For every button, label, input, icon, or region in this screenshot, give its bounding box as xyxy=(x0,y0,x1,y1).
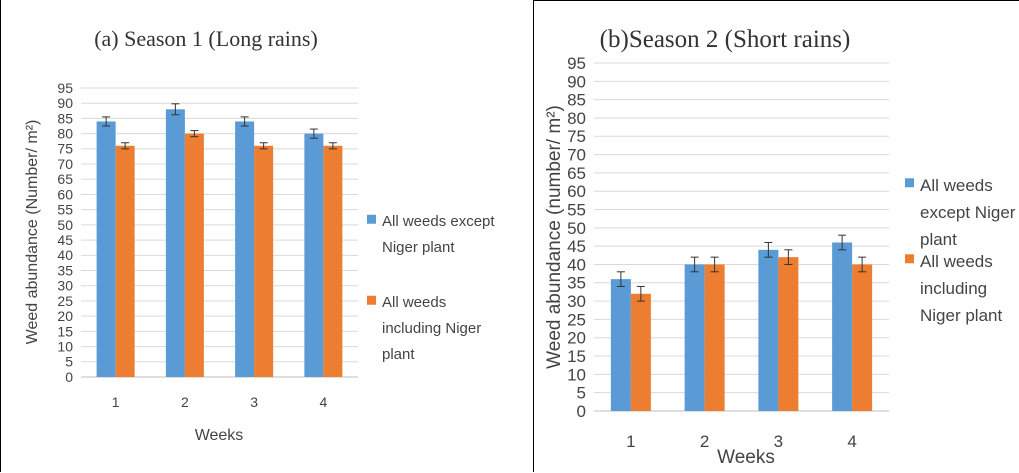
y-axis-label: Weed abundance (number/ m²) xyxy=(544,105,565,369)
y-tick-label: 0 xyxy=(65,369,73,385)
y-tick-label: 45 xyxy=(57,232,73,248)
bar xyxy=(852,264,873,411)
bar xyxy=(304,133,324,377)
legend-entry-text: including Niger xyxy=(382,320,481,337)
y-tick-label: 40 xyxy=(57,247,73,263)
bar xyxy=(610,279,631,411)
y-tick-label: 35 xyxy=(567,274,586,293)
x-tick-label: 4 xyxy=(847,432,856,451)
bar xyxy=(778,257,799,411)
chart-panel-season-2: (b)Season 2 (Short rains) Weed abundance… xyxy=(533,0,1019,472)
x-tick-label: 1 xyxy=(112,394,120,410)
y-tick-label: 40 xyxy=(567,255,586,274)
y-tick-label: 75 xyxy=(567,127,586,146)
y-tick-label: 0 xyxy=(577,402,586,421)
y-tick-label: 10 xyxy=(57,338,73,354)
y-tick-label: 85 xyxy=(57,110,73,126)
y-tick-label: 15 xyxy=(57,323,73,339)
y-tick-label: 25 xyxy=(57,293,73,309)
y-tick-label: 60 xyxy=(57,186,73,202)
y-tick-label: 55 xyxy=(567,200,586,219)
legend-entry-text: Niger plant xyxy=(382,239,455,256)
y-tick-label: 55 xyxy=(57,202,73,218)
y-tick-label: 80 xyxy=(567,109,586,128)
bar xyxy=(96,121,116,377)
x-axis-label: Weeks xyxy=(717,447,775,468)
chart-season-2: (b)Season 2 (Short rains) Weed abundance… xyxy=(544,26,1016,468)
legend-entry-text: All weeds xyxy=(382,294,446,311)
legend-entry-text: plant xyxy=(382,346,415,363)
bar xyxy=(832,242,853,411)
legend-entry-text: All weeds except xyxy=(382,213,495,230)
bar xyxy=(254,145,274,377)
y-tick-label: 90 xyxy=(567,72,586,91)
y-tick-label: 50 xyxy=(57,217,73,233)
x-tick-label: 4 xyxy=(319,394,327,410)
y-tick-label: 25 xyxy=(567,310,586,329)
legend-entry-text: All weeds xyxy=(920,252,993,271)
y-tick-label: 60 xyxy=(567,182,586,201)
y-tick-label: 5 xyxy=(65,354,73,370)
chart-panel-season-1: (a) Season 1 (Long rains) Weed abundance… xyxy=(0,0,496,472)
legend-entry-text: plant xyxy=(920,230,957,249)
y-tick-label: 70 xyxy=(567,146,586,165)
x-tick-label: 1 xyxy=(626,432,635,451)
legend-entry-text: All weeds xyxy=(920,176,993,195)
y-tick-label: 70 xyxy=(57,156,73,172)
bar xyxy=(758,249,779,411)
y-tick-label: 20 xyxy=(57,308,73,324)
y-tick-label: 30 xyxy=(567,292,586,311)
y-tick-label: 85 xyxy=(567,91,586,110)
x-tick-label: 2 xyxy=(181,394,189,410)
y-tick-label: 30 xyxy=(57,278,73,294)
x-tick-label: 2 xyxy=(700,432,709,451)
bar xyxy=(184,133,204,377)
y-tick-label: 95 xyxy=(57,80,73,96)
x-axis-label: Weeks xyxy=(195,427,244,444)
y-tick-label: 80 xyxy=(57,126,73,142)
y-tick-label: 50 xyxy=(567,219,586,238)
chart-title: (b)Season 2 (Short rains) xyxy=(600,26,851,53)
bar xyxy=(323,145,343,377)
legend-entry-text: Niger plant xyxy=(920,306,1002,325)
y-axis-label: Weed abundance (Number/ m²) xyxy=(24,120,41,345)
x-tick-label: 3 xyxy=(774,432,783,451)
y-tick-label: 45 xyxy=(567,237,586,256)
bar xyxy=(630,293,651,411)
y-tick-label: 75 xyxy=(57,141,73,157)
bar xyxy=(704,264,725,411)
x-tick-label: 3 xyxy=(250,394,258,410)
y-tick-label: 90 xyxy=(57,95,73,111)
y-tick-label: 65 xyxy=(57,171,73,187)
y-tick-label: 20 xyxy=(567,329,586,348)
legend-swatch xyxy=(367,295,376,305)
y-tick-label: 15 xyxy=(567,347,586,366)
y-tick-label: 95 xyxy=(567,54,586,73)
bar xyxy=(684,264,705,411)
y-tick-label: 35 xyxy=(57,262,73,278)
y-tick-label: 5 xyxy=(577,384,586,403)
chart-title: (a) Season 1 (Long rains) xyxy=(94,26,318,51)
chart-season-1: (a) Season 1 (Long rains) Weed abundance… xyxy=(24,26,495,444)
legend-swatch xyxy=(905,254,914,264)
bar xyxy=(115,145,135,377)
legend-entry-text: including xyxy=(920,279,987,298)
y-tick-label: 10 xyxy=(567,365,586,384)
y-tick-label: 65 xyxy=(567,164,586,183)
bar xyxy=(235,121,255,377)
legend-swatch xyxy=(367,214,376,224)
bar xyxy=(165,109,185,377)
legend-swatch xyxy=(905,178,914,188)
legend-entry-text: except Niger xyxy=(920,203,1016,222)
